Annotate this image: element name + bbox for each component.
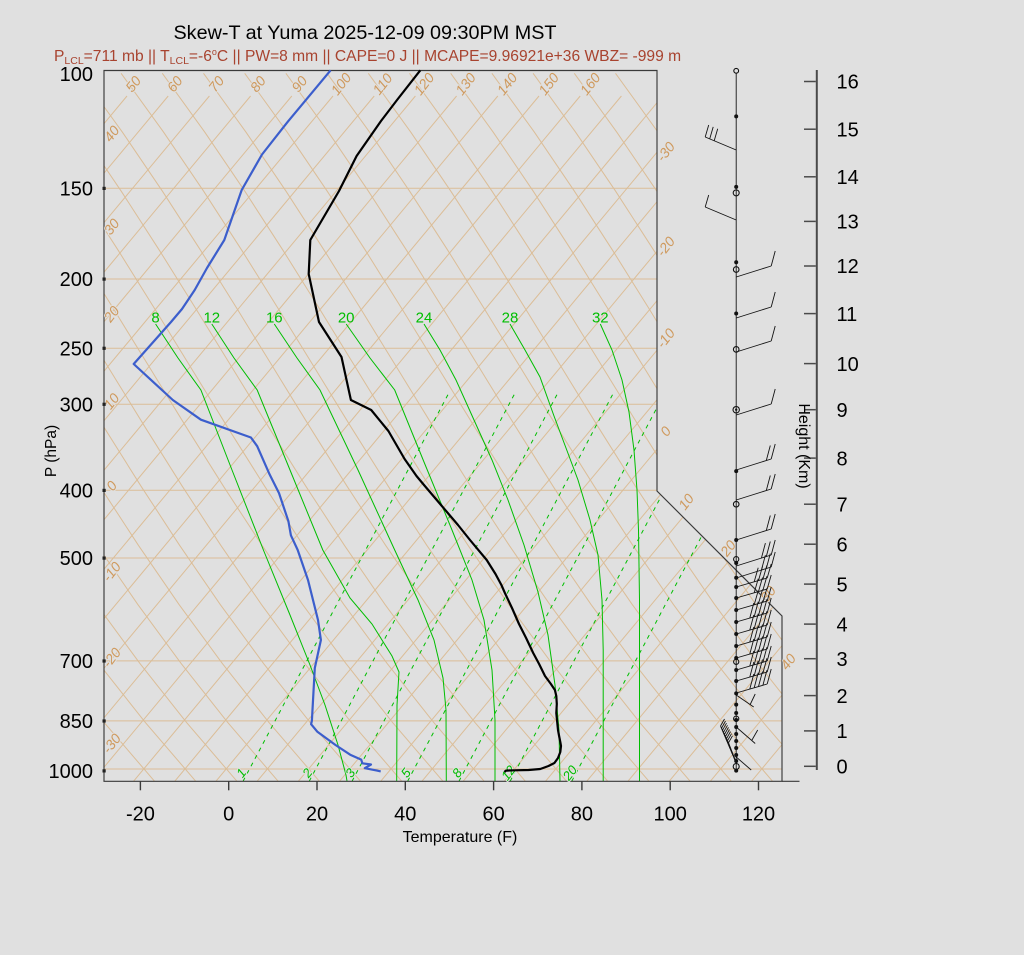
svg-text:300: 300 bbox=[60, 394, 93, 416]
svg-text:100: 100 bbox=[654, 804, 687, 826]
svg-text:80: 80 bbox=[571, 804, 593, 826]
svg-text:850: 850 bbox=[60, 711, 93, 733]
svg-text:15: 15 bbox=[837, 119, 859, 141]
svg-text:1: 1 bbox=[837, 721, 848, 743]
svg-text:4: 4 bbox=[837, 614, 848, 636]
svg-text:20: 20 bbox=[306, 804, 328, 826]
svg-text:Skew-T at Yuma 2025-12-09 09:3: Skew-T at Yuma 2025-12-09 09:30PM MST bbox=[173, 22, 556, 44]
svg-text:40: 40 bbox=[394, 804, 416, 826]
svg-text:8: 8 bbox=[837, 448, 848, 470]
svg-text:120: 120 bbox=[742, 804, 775, 826]
svg-text:2: 2 bbox=[837, 686, 848, 708]
svg-text:500: 500 bbox=[60, 548, 93, 570]
svg-text:10: 10 bbox=[837, 354, 859, 376]
svg-text:5: 5 bbox=[837, 574, 848, 596]
svg-text:700: 700 bbox=[60, 651, 93, 673]
svg-text:400: 400 bbox=[60, 481, 93, 503]
svg-text:20: 20 bbox=[338, 310, 355, 327]
svg-text:PLCL=711 mb || TLCL=-6oC || PW: PLCL=711 mb || TLCL=-6oC || PW=8 mm || C… bbox=[54, 47, 681, 67]
svg-text:250: 250 bbox=[60, 338, 93, 360]
svg-text:200: 200 bbox=[60, 269, 93, 291]
svg-text:14: 14 bbox=[837, 167, 859, 189]
svg-text:11: 11 bbox=[837, 304, 858, 326]
svg-text:9: 9 bbox=[837, 400, 848, 422]
svg-text:P (hPa): P (hPa) bbox=[43, 425, 60, 477]
svg-text:Temperature (F): Temperature (F) bbox=[403, 829, 518, 846]
svg-text:16: 16 bbox=[266, 310, 283, 327]
svg-text:12: 12 bbox=[203, 310, 220, 327]
svg-text:7: 7 bbox=[837, 494, 848, 516]
svg-text:32: 32 bbox=[592, 310, 609, 327]
svg-text:150: 150 bbox=[60, 179, 93, 201]
svg-text:100: 100 bbox=[60, 64, 93, 86]
svg-text:3: 3 bbox=[837, 649, 848, 671]
svg-text:0: 0 bbox=[837, 757, 848, 779]
svg-text:24: 24 bbox=[416, 310, 433, 327]
svg-text:12: 12 bbox=[837, 256, 859, 278]
svg-text:13: 13 bbox=[837, 212, 859, 234]
svg-text:60: 60 bbox=[482, 804, 504, 826]
svg-text:8: 8 bbox=[151, 310, 159, 327]
svg-text:28: 28 bbox=[502, 310, 519, 327]
svg-text:16: 16 bbox=[837, 72, 859, 94]
svg-text:-20: -20 bbox=[126, 804, 155, 826]
svg-text:Height (Km): Height (Km) bbox=[795, 403, 812, 488]
svg-text:0: 0 bbox=[223, 804, 234, 826]
svg-text:1000: 1000 bbox=[49, 761, 94, 783]
svg-text:6: 6 bbox=[837, 534, 848, 556]
